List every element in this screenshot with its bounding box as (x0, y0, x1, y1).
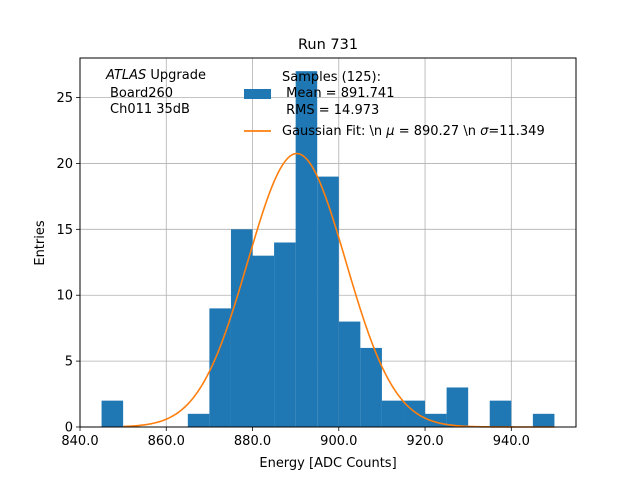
x-tick-label: 940.0 (493, 434, 530, 449)
legend-fit-suffix: =11.349 (488, 124, 544, 139)
histogram-bar (360, 347, 382, 427)
legend-fit-label: Gaussian Fit: \n μ = 890.27 \n σ=11.349 (282, 124, 545, 139)
legend-histogram-line-1: Samples (125): (282, 70, 381, 85)
y-tick-label: 25 (56, 91, 73, 106)
atlas-annotation: ATLAS Upgrade Board260 Ch011 35dB (105, 68, 206, 117)
histogram-bar (381, 400, 404, 427)
y-tick-label: 20 (56, 157, 73, 172)
annotation-atlas-italic: ATLAS (105, 68, 146, 83)
legend-histogram-line-2: Mean = 891.741 (282, 86, 394, 101)
legend-fit-prefix: Gaussian Fit: \n (282, 124, 386, 139)
y-tick-label: 15 (56, 223, 73, 238)
y-axis-label: Entries (33, 220, 48, 266)
y-tick-label: 0 (65, 421, 73, 436)
legend: Samples (125): Mean = 891.741 RMS = 14.9… (244, 70, 545, 139)
annotation-line-2: Board260 (110, 86, 173, 101)
histogram-bar (317, 176, 339, 427)
x-tick-label: 900.0 (320, 434, 357, 449)
legend-histogram-swatch (244, 89, 271, 99)
annotation-upgrade: Upgrade (146, 68, 206, 83)
histogram-bar (274, 242, 296, 427)
x-tick-label: 840.0 (61, 434, 98, 449)
annotation-line-3: Ch011 35dB (110, 102, 190, 117)
histogram-bar (446, 387, 469, 427)
y-tick-label: 5 (65, 355, 73, 370)
histogram-bar (252, 255, 275, 427)
legend-histogram-line-3: RMS = 14.973 (282, 103, 379, 118)
histogram-bar (230, 229, 253, 427)
legend-fit-mu: μ (385, 124, 394, 139)
x-tick-label: 880.0 (234, 434, 271, 449)
x-tick-label: 860.0 (148, 434, 185, 449)
y-tick-label: 10 (56, 289, 73, 304)
x-axis-ticks: 840.0 860.0 880.0 900.0 920.0 940.0 (61, 427, 530, 449)
histogram-bar (295, 71, 318, 427)
histogram-bar (532, 413, 555, 427)
histogram-bar (338, 321, 361, 427)
legend-fit-middle: = 890.27 \n (395, 124, 481, 139)
x-tick-label: 920.0 (406, 434, 443, 449)
chart-title: Run 731 (298, 37, 358, 53)
annotation-line-1: ATLAS Upgrade (105, 68, 206, 83)
legend-fit-sigma: σ (480, 124, 489, 139)
histogram-bar (489, 400, 512, 427)
axes-frame (79, 57, 577, 428)
x-axis-label: Energy [ADC Counts] (259, 456, 396, 471)
y-axis-ticks: 0 5 10 15 20 25 (56, 91, 80, 436)
histogram-bar (209, 308, 231, 427)
histogram-bars (101, 71, 555, 427)
histogram-bar (101, 400, 124, 427)
histogram-bar (187, 413, 210, 427)
